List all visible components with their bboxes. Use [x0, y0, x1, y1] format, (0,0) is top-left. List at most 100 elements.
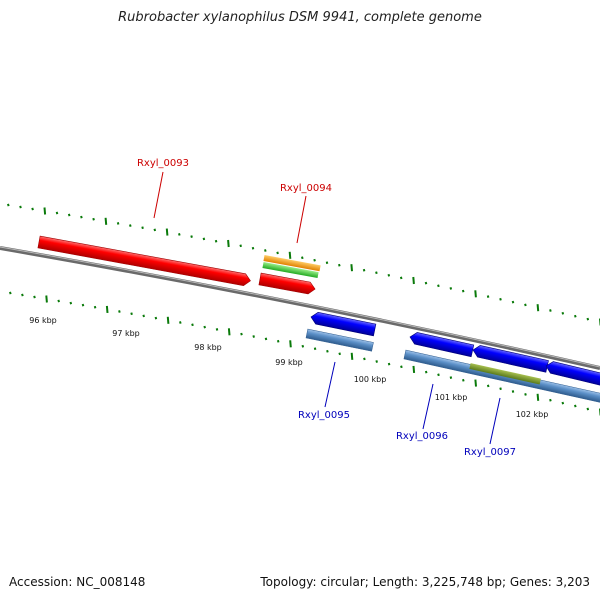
feature-olive	[469, 363, 541, 385]
tick-mark	[264, 337, 268, 341]
gene-rxyl-0097[interactable]	[472, 344, 549, 373]
tick-mark	[240, 332, 243, 336]
tick-mark	[19, 205, 22, 209]
tick-mark	[154, 316, 158, 320]
tick-mark	[301, 344, 305, 348]
tick-mark	[251, 246, 255, 250]
tick-mark	[424, 370, 428, 374]
tick-mark	[362, 268, 366, 272]
tick-mark	[338, 263, 341, 267]
tick-mark	[449, 287, 453, 290]
gene-rxyl-0093[interactable]	[37, 235, 252, 287]
tick-mark	[67, 213, 71, 217]
tick-mark	[57, 299, 60, 303]
tick-mark	[499, 297, 502, 301]
tick-mark	[574, 404, 577, 408]
gene-label-rxyl-0097: Rxyl_0097	[464, 447, 516, 458]
tick-mark	[375, 271, 378, 275]
tick-mark	[21, 293, 24, 297]
tick-mark	[549, 398, 552, 402]
tick-mark	[350, 264, 353, 272]
scale-label-96kbp: 96 kbp	[29, 316, 57, 325]
tick-mark	[69, 301, 73, 305]
tick-mark	[288, 251, 292, 259]
tick-mark	[116, 222, 120, 225]
tick-mark	[214, 239, 218, 243]
tick-mark	[9, 291, 12, 295]
tick-mark	[412, 276, 415, 285]
tick-mark	[33, 295, 36, 299]
tick-mark	[313, 347, 317, 351]
tick-mark	[215, 328, 219, 331]
tick-mark	[399, 276, 403, 280]
gene-rxyl-0096[interactable]	[409, 331, 475, 358]
tick-mark	[153, 228, 157, 232]
tick-mark	[203, 325, 206, 329]
tick-mark	[178, 233, 181, 236]
tick-mark	[313, 258, 316, 262]
tick-mark	[375, 360, 378, 363]
tick-mark	[549, 309, 552, 312]
tick-mark	[486, 295, 490, 298]
gene-rxyl-0094[interactable]	[258, 272, 316, 295]
tick-mark	[326, 349, 329, 353]
tick-mark	[499, 387, 502, 391]
feature-steel-0095	[305, 328, 374, 352]
scale-label-98kbp: 98 kbp	[194, 343, 222, 352]
genome-backbone	[0, 246, 600, 370]
tick-mark	[461, 289, 465, 293]
tick-mark	[586, 317, 590, 321]
tick-mark	[142, 314, 145, 318]
tick-row-upper	[7, 203, 600, 326]
tick-mark	[45, 295, 48, 303]
tick-mark	[179, 321, 182, 324]
scale-label-100kbp: 100 kbp	[354, 375, 387, 384]
tick-mark	[141, 226, 144, 230]
gene-label-rxyl-0093: Rxyl_0093	[137, 158, 189, 169]
scale-label-97kbp: 97 kbp	[112, 329, 140, 338]
tick-mark	[264, 249, 267, 252]
tick-mark	[536, 393, 540, 401]
tick-mark	[449, 376, 453, 379]
tick-mark	[252, 335, 255, 338]
tick-mark	[190, 235, 193, 238]
tick-mark	[424, 281, 428, 285]
feature-green	[262, 262, 319, 279]
topology-summary: Topology: circular; Length: 3,225,748 bp…	[260, 575, 590, 589]
tick-mark	[289, 340, 292, 348]
tick-mark	[227, 328, 231, 336]
tick-mark	[387, 362, 391, 366]
scale-label-102kbp: 102 kbp	[516, 410, 549, 419]
gene-rxyl-0095[interactable]	[310, 311, 377, 337]
tick-mark	[227, 239, 230, 248]
gene-label-rxyl-0095: Rxyl_0095	[298, 410, 350, 421]
tick-mark	[412, 365, 416, 373]
tick-mark	[55, 211, 59, 215]
tick-mark	[191, 323, 194, 327]
accession-text: Accession: NC_008148	[9, 575, 146, 589]
tick-mark	[118, 310, 121, 313]
tick-mark	[437, 373, 440, 377]
tick-mark	[129, 224, 132, 227]
tick-mark	[536, 304, 540, 312]
tick-mark	[31, 207, 34, 211]
tick-mark	[92, 217, 95, 221]
tick-mark	[524, 393, 527, 396]
tick-mark	[43, 207, 47, 215]
tick-mark	[93, 305, 97, 309]
gene-rxyl-0098[interactable]	[545, 360, 600, 388]
tick-mark	[400, 365, 403, 369]
tick-mark	[511, 390, 515, 393]
tick-row-lower	[9, 291, 600, 416]
tick-mark	[7, 203, 10, 207]
tick-mark	[81, 303, 85, 307]
tick-mark	[462, 378, 465, 382]
leader-rxyl-0097	[489, 397, 501, 445]
tick-mark	[574, 314, 577, 318]
leader-rxyl-0095	[324, 361, 336, 408]
tick-mark	[524, 303, 527, 307]
tick-mark	[104, 217, 108, 225]
scale-label-101kbp: 101 kbp	[435, 393, 468, 402]
tick-mark	[586, 407, 590, 411]
tick-mark	[387, 273, 391, 277]
